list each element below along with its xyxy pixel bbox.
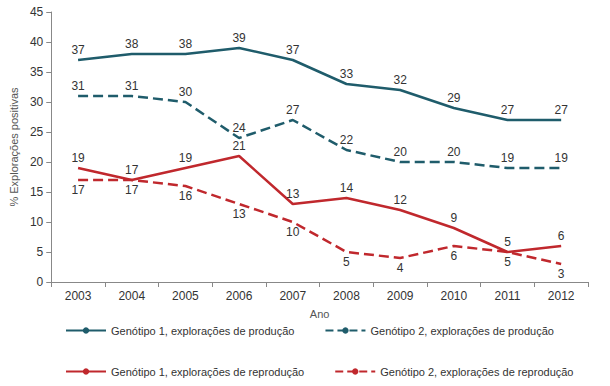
- svg-text:14: 14: [340, 181, 354, 195]
- svg-text:12: 12: [393, 193, 407, 207]
- svg-text:20: 20: [30, 155, 44, 169]
- svg-text:20: 20: [393, 145, 407, 159]
- svg-text:2004: 2004: [118, 289, 145, 303]
- svg-text:10: 10: [286, 225, 300, 239]
- svg-text:19: 19: [554, 151, 568, 165]
- svg-text:2003: 2003: [65, 289, 92, 303]
- svg-text:2011: 2011: [495, 289, 521, 303]
- svg-text:24: 24: [232, 121, 246, 135]
- svg-text:38: 38: [125, 37, 139, 51]
- svg-text:4: 4: [397, 261, 404, 275]
- svg-text:13: 13: [286, 187, 300, 201]
- svg-text:30: 30: [179, 85, 193, 99]
- svg-text:% Explorações positivas: % Explorações positivas: [8, 87, 20, 207]
- svg-text:39: 39: [232, 31, 246, 45]
- svg-text:27: 27: [501, 103, 515, 117]
- svg-text:30: 30: [30, 95, 44, 109]
- svg-text:5: 5: [504, 235, 511, 249]
- svg-text:40: 40: [30, 35, 44, 49]
- svg-text:33: 33: [340, 67, 354, 81]
- svg-text:0: 0: [37, 275, 44, 289]
- svg-text:13: 13: [232, 207, 246, 221]
- svg-text:16: 16: [179, 189, 193, 203]
- svg-text:27: 27: [286, 103, 300, 117]
- svg-text:Genótipo 2, explorações de rep: Genótipo 2, explorações de reprodução: [380, 366, 573, 378]
- svg-text:2010: 2010: [440, 289, 467, 303]
- svg-text:31: 31: [125, 79, 139, 93]
- svg-text:Genótipo 2, explorações de pro: Genótipo 2, explorações de produção: [370, 325, 553, 337]
- svg-text:2012: 2012: [548, 289, 575, 303]
- svg-text:45: 45: [30, 5, 44, 19]
- svg-text:2007: 2007: [279, 289, 306, 303]
- svg-text:5: 5: [504, 255, 511, 269]
- svg-text:10: 10: [30, 215, 44, 229]
- svg-text:21: 21: [232, 139, 246, 153]
- svg-text:15: 15: [30, 185, 44, 199]
- svg-text:2006: 2006: [226, 289, 253, 303]
- svg-text:2009: 2009: [387, 289, 414, 303]
- svg-text:32: 32: [393, 73, 407, 87]
- svg-text:27: 27: [554, 103, 568, 117]
- svg-text:25: 25: [30, 125, 44, 139]
- svg-text:2008: 2008: [333, 289, 360, 303]
- svg-text:9: 9: [450, 211, 457, 225]
- svg-text:37: 37: [286, 43, 300, 57]
- svg-text:Genótipo 1, explorações de pro: Genótipo 1, explorações de produção: [111, 325, 294, 337]
- svg-text:5: 5: [343, 255, 350, 269]
- svg-text:19: 19: [71, 151, 85, 165]
- svg-text:31: 31: [71, 79, 85, 93]
- svg-text:5: 5: [37, 245, 44, 259]
- svg-text:19: 19: [179, 151, 193, 165]
- svg-text:17: 17: [125, 163, 139, 177]
- svg-text:Ano: Ano: [310, 308, 330, 320]
- svg-text:17: 17: [71, 183, 85, 197]
- svg-text:Genótipo 1, explorações de rep: Genótipo 1, explorações de reprodução: [111, 366, 304, 378]
- svg-text:17: 17: [125, 183, 139, 197]
- svg-text:38: 38: [179, 37, 193, 51]
- svg-text:22: 22: [340, 133, 354, 147]
- svg-text:20: 20: [447, 145, 461, 159]
- svg-text:37: 37: [71, 43, 85, 57]
- svg-text:29: 29: [447, 91, 461, 105]
- svg-text:3: 3: [558, 267, 565, 281]
- svg-text:6: 6: [558, 229, 565, 243]
- svg-text:6: 6: [450, 249, 457, 263]
- svg-text:19: 19: [501, 151, 515, 165]
- svg-text:35: 35: [30, 65, 44, 79]
- svg-text:2005: 2005: [172, 289, 199, 303]
